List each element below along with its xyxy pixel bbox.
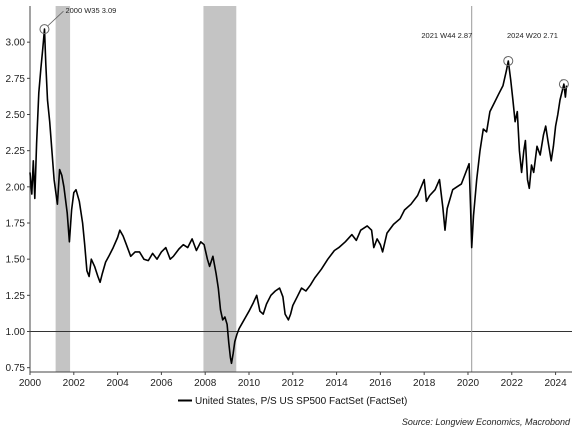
x-tick-label: 2004 bbox=[106, 378, 129, 389]
x-tick-label: 2012 bbox=[282, 378, 305, 389]
legend: United States, P/S US SP500 FactSet (Fac… bbox=[178, 396, 407, 407]
annotation-marker bbox=[39, 24, 50, 35]
recession-bands bbox=[55, 6, 237, 372]
y-tick-label: 2.25 bbox=[6, 146, 26, 157]
annotation-leader bbox=[504, 56, 507, 59]
legend-label: United States, P/S US SP500 FactSet (Fac… bbox=[195, 396, 407, 407]
source: Source: Longview Economics, Macrobond bbox=[402, 417, 571, 427]
y-tick-label: 1.25 bbox=[6, 291, 26, 302]
x-tick-label: 2020 bbox=[457, 378, 480, 389]
recession-band bbox=[55, 6, 71, 372]
y-tick-label: 2.50 bbox=[6, 110, 26, 121]
y-tick-label: 1.00 bbox=[6, 327, 26, 338]
source-label: Source: Longview Economics, Macrobond bbox=[402, 417, 571, 427]
x-tick-label: 2016 bbox=[369, 378, 392, 389]
x-tick-label: 2006 bbox=[150, 378, 173, 389]
y-tick-label: 2.75 bbox=[6, 74, 26, 85]
x-tick-label: 2014 bbox=[325, 378, 348, 389]
annotation-label: 2021 W44 2.87 bbox=[421, 31, 472, 40]
annotation-label: 2024 W20 2.71 bbox=[507, 31, 558, 40]
y-tick-label: 1.50 bbox=[6, 255, 26, 266]
y-tick-label: 2.00 bbox=[6, 182, 26, 193]
x-tick-label: 2010 bbox=[238, 378, 261, 389]
x-tick-label: 2000 bbox=[19, 378, 42, 389]
y-tick-label: 3.00 bbox=[6, 38, 26, 49]
annotation-marker bbox=[503, 55, 514, 66]
annotation-label: 2000 W35 3.09 bbox=[65, 6, 116, 15]
recession-band bbox=[203, 6, 237, 372]
series-group bbox=[29, 28, 568, 365]
annotation-leader bbox=[47, 10, 64, 27]
y-tick-label: 0.75 bbox=[6, 363, 26, 374]
annotations: 2000 W35 3.09 2021 W44 2.87 2024 W20 2.71 bbox=[39, 6, 569, 90]
x-tick-label: 2022 bbox=[501, 378, 524, 389]
x-tick-label: 2024 bbox=[544, 378, 567, 389]
axes: 0.75 1.00 1.25 1.50 1.75 2.00 2.25 2.50 2.75 3.00… bbox=[6, 6, 572, 389]
x-tick-label: 2008 bbox=[194, 378, 217, 389]
series-line bbox=[29, 28, 568, 365]
x-tick-label: 2002 bbox=[63, 378, 86, 389]
y-tick-label: 1.75 bbox=[6, 218, 26, 229]
x-tick-label: 2018 bbox=[413, 378, 436, 389]
reference-lines bbox=[30, 6, 572, 372]
annotation-marker bbox=[558, 79, 569, 90]
